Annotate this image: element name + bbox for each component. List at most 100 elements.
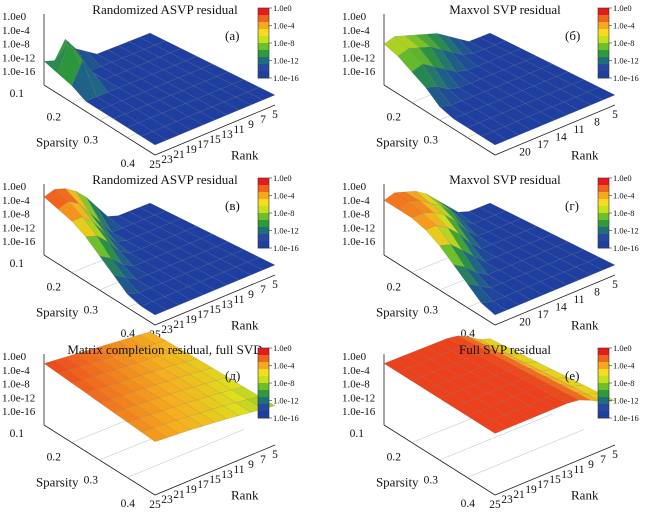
- colorbar-tick-label: 1.0e-4: [613, 191, 635, 201]
- colorbar-segment: [598, 36, 609, 44]
- floor-gridline: [467, 429, 584, 478]
- rank-axis-title: Rank: [571, 488, 599, 503]
- colorbar-tick-label: 1.0e0: [613, 173, 632, 183]
- colorbar-tick-label: 1.0e-4: [273, 361, 295, 371]
- rank-tick-label: 13: [221, 299, 233, 311]
- rank-tick-label: 8: [594, 287, 600, 299]
- colorbar-segment: [258, 178, 269, 186]
- colorbar-segment: [598, 411, 609, 419]
- rank-tick-label: 23: [161, 324, 173, 336]
- z-tick-label: 1.0e-4: [2, 195, 30, 207]
- rank-axis-title: Rank: [231, 318, 259, 333]
- colorbar-segment: [598, 376, 609, 384]
- colorbar-tick-label: 1.0e-8: [273, 378, 294, 388]
- sparsity-axis-title: Sparsity: [36, 305, 79, 320]
- panel-1: 1.0e01.0e-41.0e-81.0e-121.0e-160.10.20.3…: [2, 2, 299, 171]
- colorbar-tick-label: 1.0e-12: [613, 396, 639, 406]
- colorbar-segment: [258, 369, 269, 377]
- rank-tick-label: 11: [233, 464, 244, 476]
- colorbar-segment: [258, 411, 269, 419]
- rank-tick-label: 19: [185, 144, 197, 156]
- sparsity-tick-label: 0.1: [10, 428, 25, 440]
- sparsity-tick-label: 0.1: [10, 88, 25, 100]
- colorbar-segment: [258, 355, 269, 363]
- colorbar-segment: [258, 36, 269, 44]
- rank-tick-label: 21: [173, 319, 185, 331]
- colorbar-tick-label: 1.0e-16: [273, 73, 299, 83]
- rank-tick-label: 5: [612, 449, 618, 461]
- z-tick-label: 1.0e-16: [342, 236, 376, 248]
- rank-tick-label: 21: [173, 489, 185, 501]
- colorbar-segment: [258, 22, 269, 30]
- colorbar-segment: [258, 383, 269, 391]
- colorbar-segment: [598, 404, 609, 412]
- rank-axis-title: Rank: [231, 148, 259, 163]
- z-tick-label: 1.0e-4: [2, 25, 30, 37]
- rank-tick-label: 23: [161, 154, 173, 166]
- panel-4: 1.0e01.0e-41.0e-81.0e-121.0e-160.20.30.4…: [342, 172, 639, 340]
- rank-tick-label: 15: [549, 474, 561, 486]
- rank-tick-label: 17: [537, 139, 549, 151]
- rank-axis-title: Rank: [571, 148, 599, 163]
- colorbar-tick-label: 1.0e-8: [273, 38, 294, 48]
- colorbar-segment: [258, 43, 269, 51]
- z-tick-label: 1.0e-16: [342, 66, 376, 78]
- rank-axis-title: Rank: [571, 318, 599, 333]
- colorbar-tick-label: 1.0e0: [273, 343, 292, 353]
- colorbar-segment: [258, 397, 269, 405]
- floor-gridline: [127, 429, 244, 478]
- colorbar-tick-label: 1.0e-12: [273, 56, 299, 66]
- sparsity-tick-label: 0.4: [121, 328, 136, 340]
- colorbar-segment: [598, 369, 609, 377]
- rank-tick-label: 19: [525, 484, 537, 496]
- colorbar-segment: [258, 185, 269, 193]
- colorbar-segment: [598, 22, 609, 30]
- colorbar-tick-label: 1.0e-4: [273, 21, 295, 31]
- sparsity-axis-title: Sparsity: [36, 475, 79, 490]
- rank-tick-label: 5: [272, 279, 278, 291]
- panel-letter: (б): [565, 28, 580, 43]
- panel-letter: (в): [225, 198, 240, 213]
- panel-title: Randomized ASVP residual: [92, 2, 238, 17]
- rank-tick-label: 15: [209, 304, 221, 316]
- z-tick-label: 1.0e-4: [342, 25, 370, 37]
- rank-tick-label: 13: [561, 469, 573, 481]
- panel-title: Maxvol SVP residual: [449, 172, 561, 187]
- rank-tick-label: 5: [272, 109, 278, 121]
- z-tick-label: 1.0e0: [2, 11, 27, 23]
- rank-tick-label: 5: [612, 109, 618, 121]
- surface-cell: [247, 257, 276, 271]
- colorbar-segment: [258, 213, 269, 221]
- rank-tick-label: 20: [519, 147, 531, 159]
- colorbar-segment: [598, 15, 609, 23]
- rank-tick-label: 7: [600, 454, 606, 466]
- z-tick-label: 1.0e-8: [342, 379, 370, 391]
- colorbar-segment: [258, 29, 269, 37]
- sparsity-axis-title: Sparsity: [376, 305, 419, 320]
- rank-tick-label: 25: [149, 499, 161, 511]
- colorbar-segment: [598, 192, 609, 200]
- floor-edges: [43, 254, 276, 326]
- z-tick-label: 1.0e-16: [2, 406, 36, 418]
- rank-tick-label: 9: [248, 119, 254, 131]
- rank-tick-label: 17: [537, 309, 549, 321]
- z-tick-label: 1.0e-16: [2, 66, 36, 78]
- z-tick-label: 1.0e-8: [342, 39, 370, 51]
- sparsity-tick-label: 0.2: [47, 451, 62, 463]
- rank-tick-label: 8: [594, 117, 600, 129]
- colorbar-segment: [598, 185, 609, 193]
- colorbar-tick-label: 1.0e-12: [613, 226, 639, 236]
- rank-tick-label: 17: [537, 479, 549, 491]
- colorbar-segment: [258, 57, 269, 65]
- rank-axis-title: Rank: [231, 488, 259, 503]
- colorbar-tick-label: 1.0e-12: [273, 226, 299, 236]
- floor-gridline: [439, 413, 553, 461]
- rank-tick-label: 23: [501, 494, 513, 506]
- colorbar-tick-label: 1.0e-4: [613, 361, 635, 371]
- colorbar-segment: [258, 241, 269, 249]
- z-tick-label: 1.0e-4: [342, 195, 370, 207]
- floor-edges: [383, 424, 616, 496]
- colorbar-segment: [258, 50, 269, 58]
- rank-tick-label: 11: [573, 124, 584, 136]
- rank-tick-label: 20: [519, 317, 531, 329]
